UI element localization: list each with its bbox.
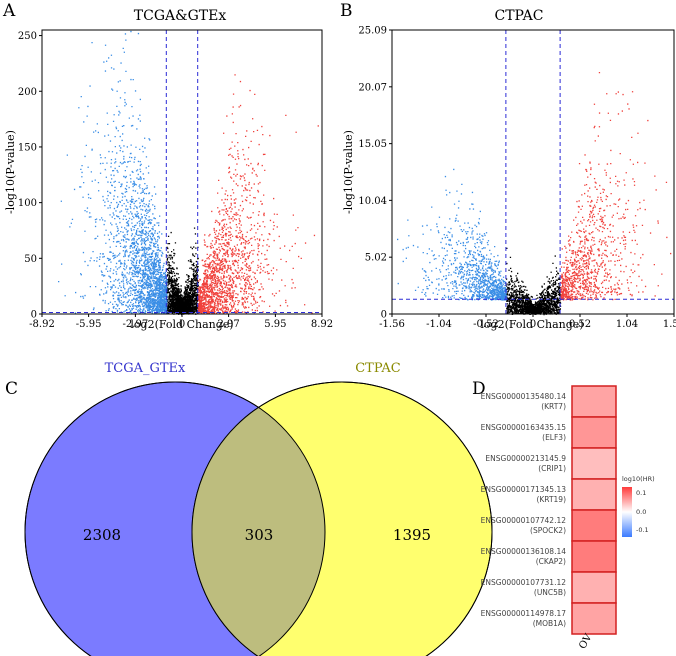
chart-title-b: CTPAC [494,8,543,24]
heatmap-row-id: ENSG00000171345.13 [481,485,567,494]
heatmap-row-id: ENSG00000107742.12 [481,516,567,525]
x-axis-label-b: log2(Fold Change) [480,318,583,331]
a-series-up [197,74,319,314]
b-series-down [397,168,508,301]
a-xtick-label: -8.92 [29,319,55,330]
heatmap-cells [571,385,617,635]
b-xtick-label: -1.04 [426,319,452,330]
b-xtick-label: 1.04 [616,319,638,330]
heatmap-row-gene: (SPOCK2) [530,526,566,535]
heatmap-row-gene: (MOB1A) [533,619,566,628]
venn-count-ctpac-only: 1395 [393,526,431,544]
b-ytick-label: 20.07 [358,82,387,93]
b-series-not-significant [505,247,562,316]
panel-letter-b: B [340,1,353,21]
a-ytick-label: 50 [24,254,37,265]
a-xtick-label: 5.95 [264,319,286,330]
heatmap-row-id: ENSG00000136108.14 [481,547,567,556]
venn-diagram: TCGA_GTEx CTPAC 2308 303 1395 [24,361,493,656]
b-ytick-label: 5.02 [365,253,387,264]
heatmap-legend-tick-low: -0.1 [636,526,649,534]
axis-ticks-b: -1.56 -1.04 -0.52 0 0.52 1.04 1.56 0 5.02 10.04 15… [358,26,676,331]
panel-letter-c: C [5,379,18,399]
heatmap-cell [571,509,617,542]
heatmap-row-gene: (UNC5B) [534,588,566,597]
axis-ticks-a: -8.92 -5.95 -2.97 0 2.97 5.95 8.92 0 50 100 150 200… [18,31,333,330]
a-ytick-label: 150 [18,142,37,153]
volcano-points-a [58,30,319,316]
heatmap-row-id: ENSG00000163435.15 [481,423,567,432]
volcano-plot-tcga-gtex: TCGA&GTEx -8.92 -5.95 -2.97 0 2.97 5.95 8.92 0 5… [4,8,333,331]
venn-outline-b [191,381,493,656]
heatmap-legend-colorbar [622,487,632,537]
heatmap-row-labels: ENSG00000135480.14(KRT7) ENSG00000163435.… [481,392,567,628]
heatmap-row-gene: (CKAP2) [536,557,566,566]
threshold-lines-b [392,30,674,314]
a-ytick-label: 100 [18,198,37,209]
y-axis-label-a: -log10(P-value) [4,130,17,214]
b-xtick-label: -1.56 [379,319,405,330]
b-series-up [560,72,672,301]
venn-label-ctpac: CTPAC [355,361,401,376]
heatmap-legend-tick-high: 0.1 [636,489,646,497]
heatmap-row-gene: (ELF3) [542,433,566,442]
heatmap-row-id: ENSG00000107731.12 [481,578,567,587]
heatmap-row-gene: (CRIP1) [538,464,566,473]
b-ytick-label: 0 [381,310,387,321]
b-ytick-label: 10.04 [358,196,387,207]
a-ytick-label: 250 [18,31,37,42]
a-series-not-significant [166,227,199,316]
b-xtick-label: 0 [530,319,536,330]
heatmap-cell [571,447,617,480]
a-xtick-label: 8.92 [311,319,333,330]
plot-frame-a [41,29,323,315]
volcano-plot-ctpac: CTPAC -1.56 -1.04 -0.52 0 0.52 1.04 1.56 0 5.02 1… [342,8,676,331]
plot-frame-b [391,29,675,315]
heatmap-cell [571,602,617,635]
heatmap-row-gene: (KRT7) [541,402,566,411]
venn-outline-a [24,381,326,656]
b-xtick-label: 0.52 [569,319,591,330]
venn-count-tcga-only: 2308 [83,526,121,544]
x-axis-label-a: log2(Fold Change) [130,318,233,331]
a-series-down [58,30,168,314]
heatmap-cell [571,571,617,604]
panel-letter-d: D [472,379,486,399]
b-ytick-label: 15.05 [358,139,387,150]
heatmap-row-id: ENSG00000114978.17 [481,609,567,618]
heatmap-legend-title: log10(HR) [622,475,655,483]
b-xtick-label: -0.52 [473,319,499,330]
heatmap-cell [571,540,617,573]
heatmap-cell [571,385,617,418]
a-ytick-label: 0 [31,310,37,321]
panel-letter-a: A [2,1,16,21]
hazard-ratio-heatmap: ENSG00000135480.14(KRT7) ENSG00000163435.… [481,385,655,651]
volcano-points-b [397,72,672,316]
heatmap-row-id: ENSG00000135480.14 [481,392,567,401]
a-xtick-label: -5.95 [76,319,102,330]
b-xtick-label: 1.56 [663,319,676,330]
chart-title-a: TCGA&GTEx [134,8,227,24]
heatmap-legend-tick-mid: 0.0 [636,508,646,516]
a-xtick-label: 2.97 [217,319,239,330]
b-ytick-label: 25.09 [358,26,387,37]
a-ytick-label: 200 [18,87,37,98]
venn-intersection [192,382,325,656]
venn-count-intersection: 303 [245,526,274,544]
y-axis-label-b: -log10(P-value) [342,130,355,214]
a-xtick-label: -2.97 [123,319,149,330]
a-xtick-label: 0 [179,319,185,330]
threshold-lines-a [42,30,322,314]
heatmap-cell [571,416,617,449]
heatmap-row-id: ENSG00000213145.9 [485,454,566,463]
heatmap-row-gene: (KRT19) [536,495,566,504]
heatmap-cell [571,478,617,511]
venn-label-tcga-gtex: TCGA_GTEx [105,361,186,376]
